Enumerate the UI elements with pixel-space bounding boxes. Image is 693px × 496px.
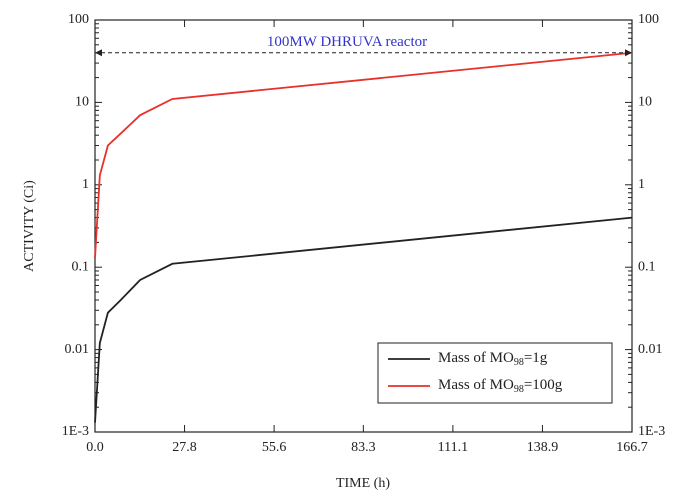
x-axis-title: TIME (h) [336, 476, 390, 491]
series-line [94, 51, 633, 258]
y-tick-label: 1 [82, 177, 89, 192]
y2-tick-label: 100 [638, 12, 659, 27]
y2-tick-label: 1E-3 [638, 424, 665, 439]
y2-tick-label: 1 [638, 177, 645, 192]
series-line [94, 216, 633, 423]
y-tick-label: 100 [68, 12, 89, 27]
x-tick-label: 166.7 [616, 440, 648, 455]
x-tick-label: 111.1 [438, 440, 468, 455]
y-tick-label: 10 [75, 95, 89, 110]
x-tick-label: 0.0 [86, 440, 104, 455]
y2-tick-label: 0.01 [638, 342, 663, 357]
x-tick-label: 27.8 [172, 440, 197, 455]
y-tick-label: 0.01 [65, 342, 90, 357]
arrow-head [95, 49, 102, 57]
legend: Mass of MO98=1g Mass of MO98=100g [377, 342, 613, 404]
y-tick-label: 1E-3 [62, 424, 89, 439]
legend-label: Mass of MO98=1g [438, 350, 548, 368]
y2-tick-label: 0.1 [638, 259, 656, 274]
y-tick-label: 0.1 [72, 259, 90, 274]
legend-box [377, 342, 613, 404]
x-tick-label: 138.9 [527, 440, 559, 455]
x-tick-label: 55.6 [262, 440, 287, 455]
y-axis-title: ACTIVITY (Ci) [22, 180, 37, 272]
arrow-head [625, 49, 632, 57]
x-tick-label: 83.3 [351, 440, 376, 455]
reference-label: 100MW DHRUVA reactor [267, 34, 427, 50]
legend-label: Mass of MO98=100g [438, 377, 563, 395]
y2-tick-label: 10 [638, 95, 652, 110]
